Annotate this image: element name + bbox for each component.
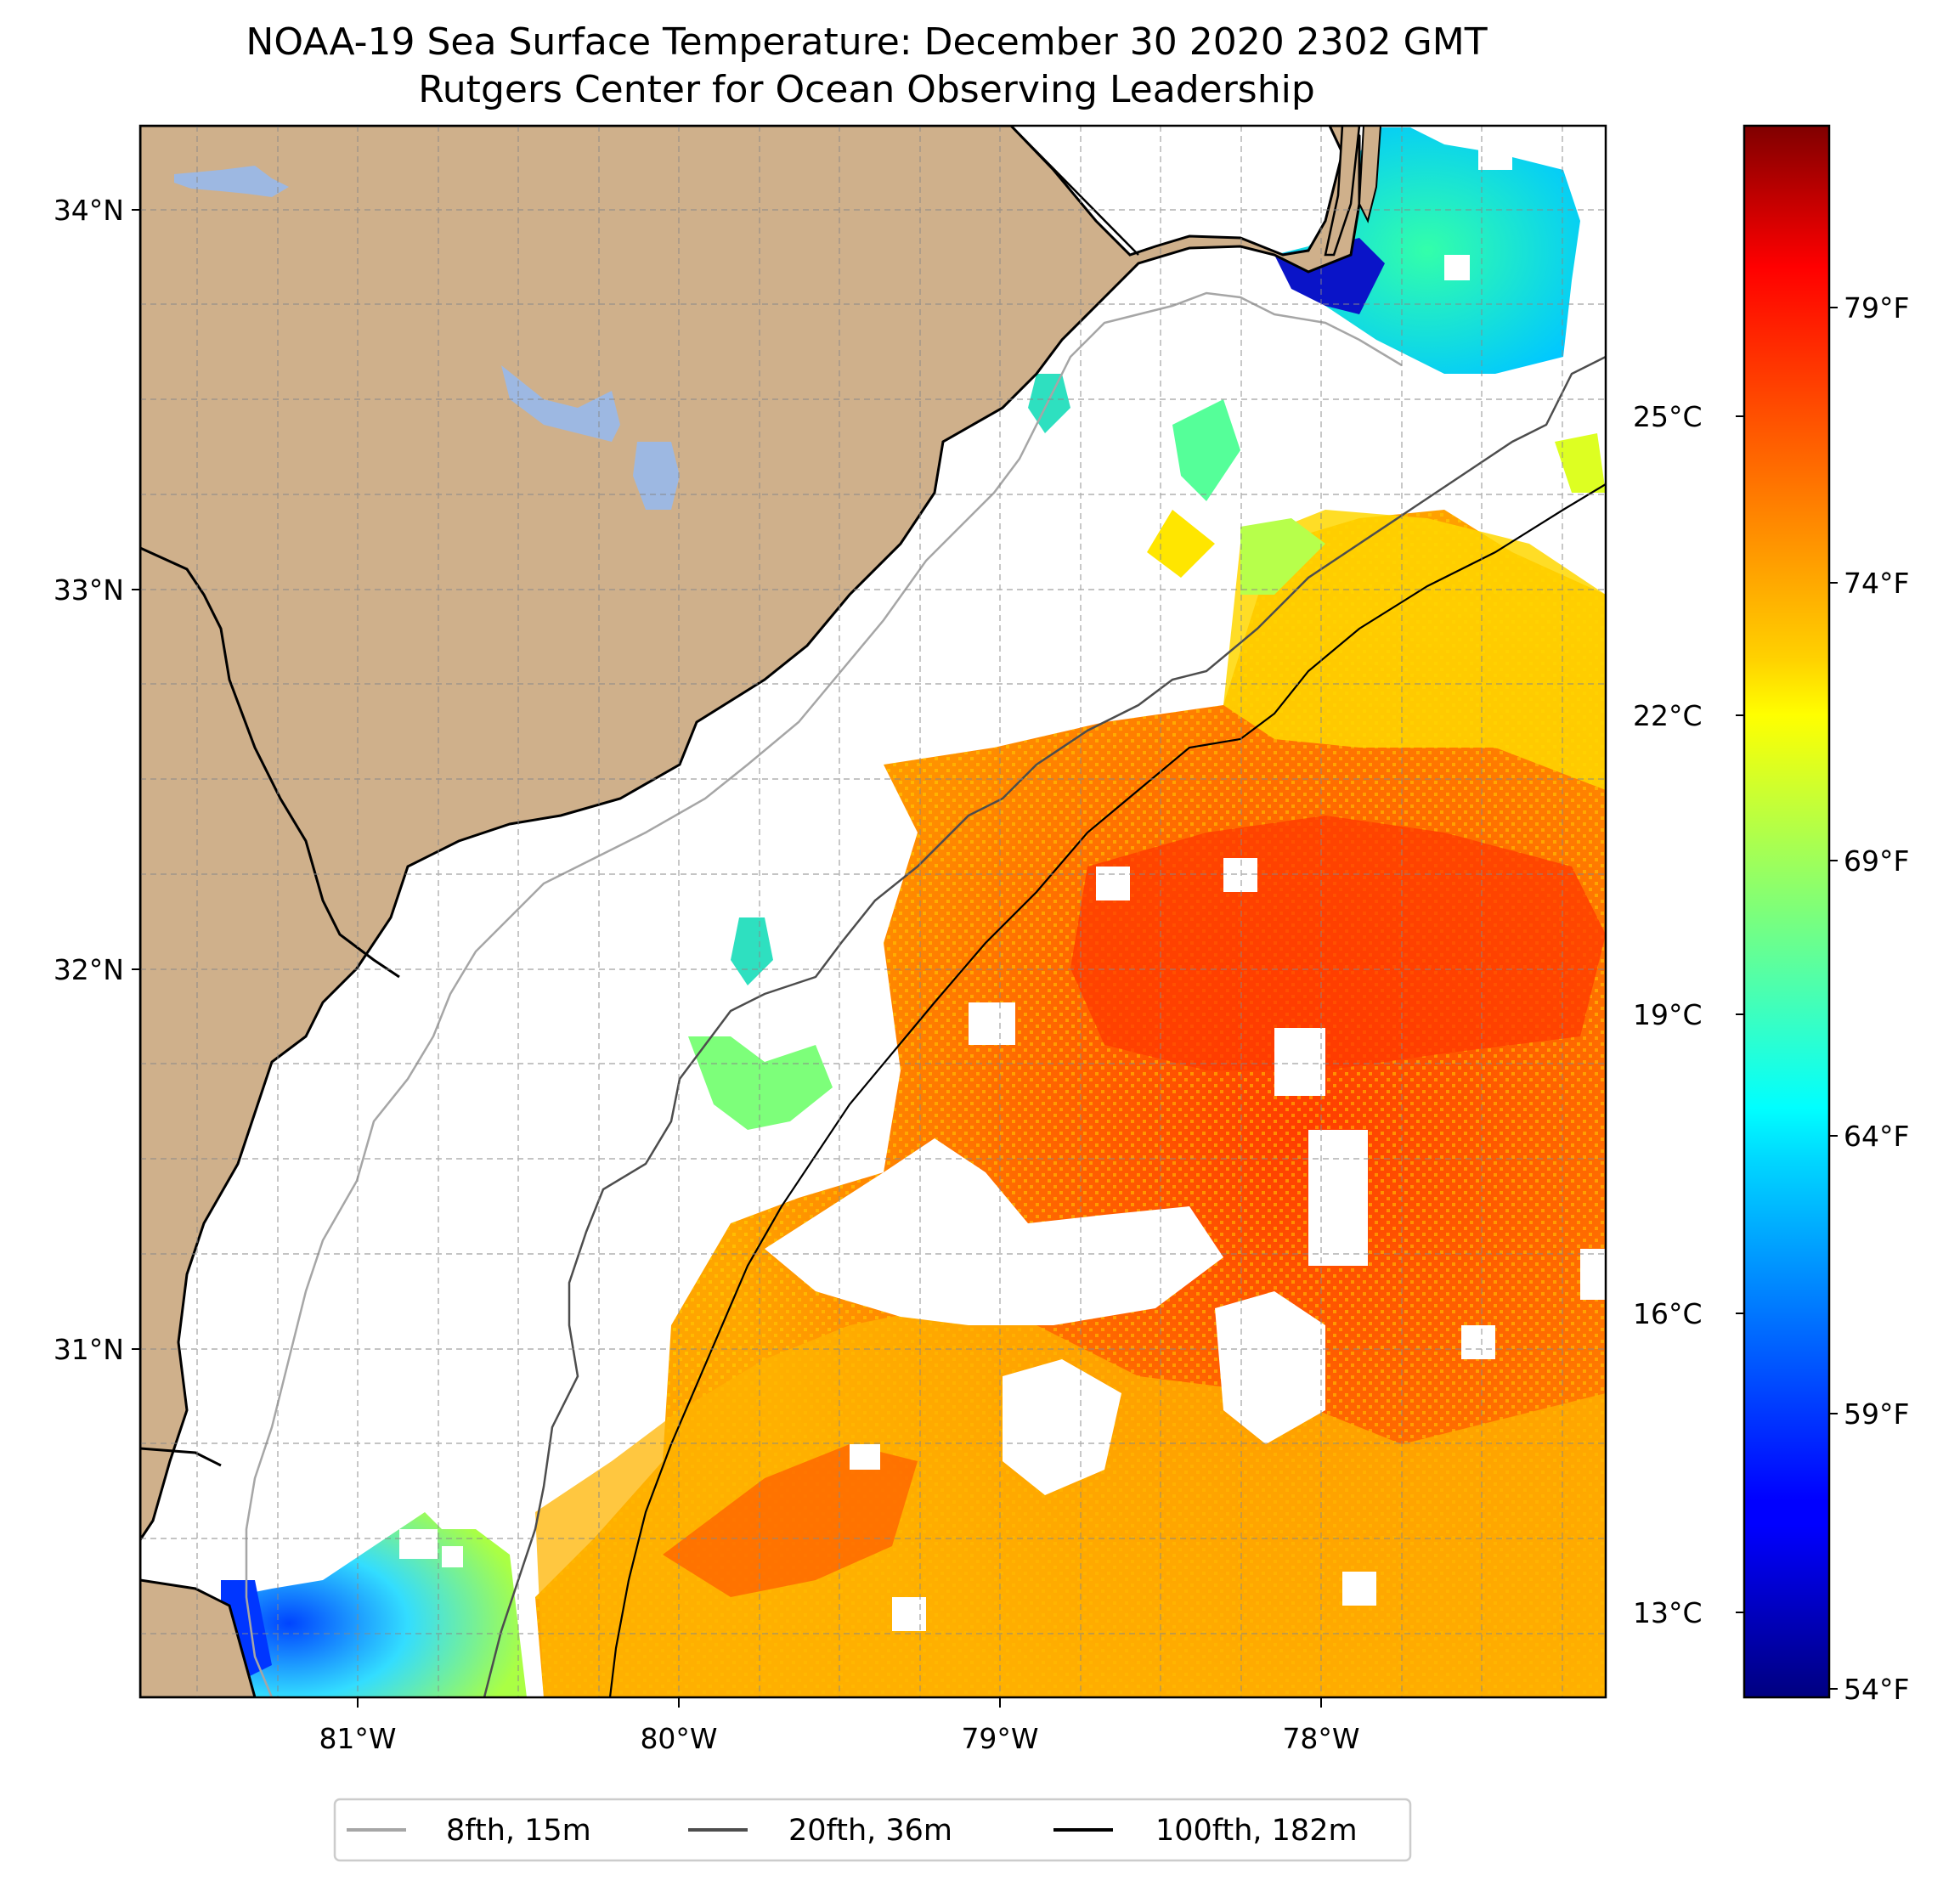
cloud-gap: [1223, 858, 1257, 892]
map-title: NOAA-19 Sea Surface Temperature: Decembe…: [246, 20, 1487, 64]
map-frame: [138, 124, 1607, 1699]
cool-patch-west: [688, 1036, 833, 1130]
cloud-gap: [1096, 867, 1130, 900]
fahrenheit-tick-69: 69°F: [1844, 844, 1909, 878]
cloud-gap: [850, 1444, 880, 1470]
cloud-gap: [1308, 1130, 1368, 1266]
cloud-gap: [1444, 255, 1470, 280]
cloud-gap: [969, 1002, 1015, 1045]
cloud-gap: [1461, 1325, 1495, 1359]
state-border-sc-ga: [140, 546, 400, 979]
lat-axis: 34°N 33°N 32°N 31°N: [54, 194, 140, 1366]
fahrenheit-tick-59: 59°F: [1844, 1397, 1909, 1431]
isobath-20fth-36m: [483, 355, 1606, 1697]
celsius-tick-16: 16°C: [1633, 1297, 1703, 1330]
cloud-gap: [1274, 1028, 1325, 1096]
barrier-island: [1358, 126, 1382, 223]
lat-label-32: 32°N: [54, 953, 124, 986]
lon-label-80: 80°W: [640, 1722, 717, 1755]
fahrenheit-tick-54: 54°F: [1844, 1673, 1909, 1706]
colorbar-gradient: [1743, 124, 1831, 1699]
lon-label-78: 78°W: [1282, 1722, 1359, 1755]
state-border-ga-fl: [140, 1447, 222, 1467]
lon-label-79: 79°W: [961, 1722, 1038, 1755]
colorbar: 25°C 22°C 19°C 16°C 13°C 79°F 74°F 69°F …: [1633, 124, 1909, 1706]
cloud-gap: [399, 1529, 438, 1559]
lon-axis: 81°W 80°W 79°W 78°W: [319, 1697, 1360, 1755]
lat-label-34: 34°N: [54, 194, 124, 227]
celsius-tick-25: 25°C: [1633, 400, 1703, 433]
legend-label-20fth: 20fth, 36m: [788, 1814, 952, 1848]
legend-label-100fth: 100fth, 182m: [1155, 1814, 1358, 1848]
cool-patch: [1147, 510, 1215, 578]
land-mainland: [140, 126, 1361, 1697]
celsius-tick-22: 22°C: [1633, 699, 1703, 732]
fahrenheit-tick-64: 64°F: [1844, 1120, 1909, 1153]
cool-patch: [1172, 399, 1240, 501]
cool-patch: [1555, 433, 1606, 493]
cloud-gap: [442, 1546, 463, 1567]
lake-marion: [501, 365, 620, 442]
cool-patch: [1240, 518, 1325, 595]
celsius-tick-19: 19°C: [1633, 998, 1703, 1031]
warm-region-south: [535, 1308, 1606, 1697]
fahrenheit-tick-79: 79°F: [1844, 291, 1909, 325]
cloud-gap: [1342, 1572, 1376, 1606]
cloud-gap: [1580, 1249, 1606, 1300]
cloud-gap-large: [765, 1138, 1223, 1325]
cloud-gap: [892, 1597, 926, 1631]
isobath-100fth-182m: [608, 483, 1606, 1697]
legend-label-8fth: 8fth, 15m: [446, 1814, 591, 1848]
hot-patch-south: [663, 1444, 918, 1597]
legend-box: [333, 1798, 1412, 1862]
sst-data-layer: [140, 127, 1606, 1697]
cloud-gap: [1215, 1291, 1325, 1444]
isobath-8fth-15m: [245, 291, 1403, 1697]
warm-band-north: [1223, 510, 1606, 790]
cloud-gap: [1003, 1359, 1121, 1495]
celsius-tick-13: 13°C: [1633, 1596, 1703, 1629]
fahrenheit-tick-74: 74°F: [1844, 567, 1909, 600]
hot-core: [1070, 816, 1606, 1070]
lon-label-81: 81°W: [319, 1722, 396, 1755]
legend: 8fth, 15m 20fth, 36m 100fth, 182m: [333, 1798, 1412, 1862]
lat-label-31: 31°N: [54, 1333, 124, 1366]
map-subtitle: Rutgers Center for Ocean Observing Leade…: [418, 68, 1315, 111]
state-border-nc-sc: [1010, 126, 1139, 256]
barrier-island: [1324, 126, 1361, 257]
cloud-gap: [1478, 144, 1512, 170]
lake: [174, 166, 289, 197]
lat-label-33: 33°N: [54, 573, 124, 607]
cool-patch: [731, 917, 773, 985]
gridlines: [140, 126, 1606, 1697]
lake-moultrie: [633, 442, 680, 510]
map-panel: [140, 126, 1606, 1697]
